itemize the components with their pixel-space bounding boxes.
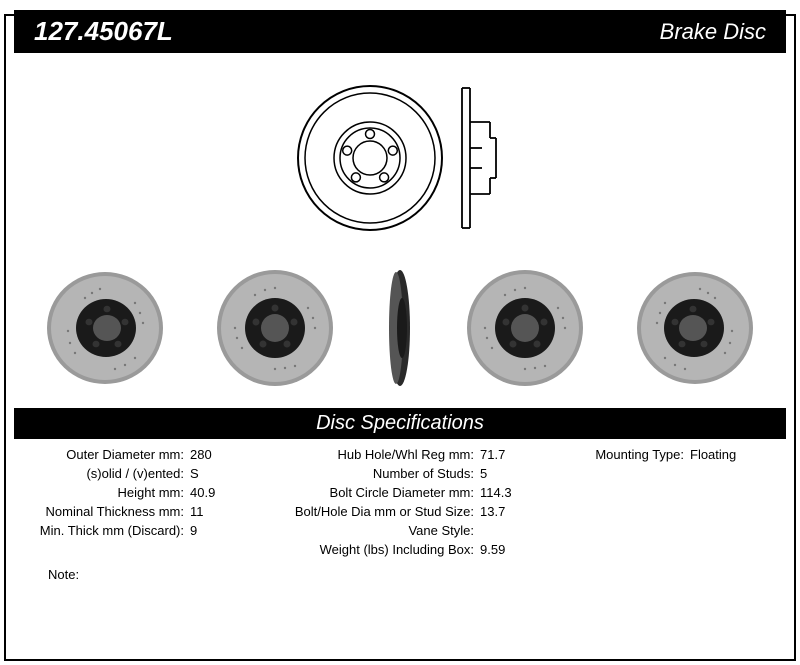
- spec-value: 9: [190, 523, 197, 538]
- spec-label: Min. Thick mm (Discard):: [20, 523, 190, 538]
- note-label: Note:: [48, 567, 79, 582]
- spec-row: Weight (lbs) Including Box:9.59: [290, 542, 580, 557]
- spec-label: Vane Style:: [290, 523, 480, 538]
- spec-value: 280: [190, 447, 212, 462]
- spec-value: 9.59: [480, 542, 505, 557]
- spec-label: Bolt/Hole Dia mm or Stud Size:: [290, 504, 480, 519]
- spec-row: Vane Style:: [290, 523, 580, 538]
- product-photo-row: [0, 253, 800, 408]
- spec-label: Weight (lbs) Including Box:: [290, 542, 480, 557]
- rotor-photo-edge-icon: [380, 263, 420, 393]
- rotor-photo-front2-icon: [460, 263, 590, 393]
- note-row: Note:: [0, 561, 800, 582]
- spec-row: Min. Thick mm (Discard):9: [20, 523, 290, 538]
- spec-section-title: Disc Specifications: [14, 408, 786, 439]
- header-bar: 127.45067L Brake Disc: [14, 10, 786, 53]
- spec-row: Height mm:40.9: [20, 485, 290, 500]
- rotor-photo-angle-left-icon: [40, 263, 170, 393]
- spec-label: Nominal Thickness mm:: [20, 504, 190, 519]
- spec-label: Hub Hole/Whl Reg mm:: [290, 447, 480, 462]
- spec-table: Outer Diameter mm:280(s)olid / (v)ented:…: [0, 439, 800, 561]
- spec-value: 71.7: [480, 447, 505, 462]
- spec-label: Outer Diameter mm:: [20, 447, 190, 462]
- spec-value: 11: [190, 504, 204, 519]
- spec-row: Nominal Thickness mm:11: [20, 504, 290, 519]
- spec-row: Hub Hole/Whl Reg mm:71.7: [290, 447, 580, 462]
- spec-row: Mounting Type:Floating: [580, 447, 780, 462]
- spec-row: (s)olid / (v)ented:S: [20, 466, 290, 481]
- technical-drawing: [0, 53, 800, 253]
- spec-value: Floating: [690, 447, 736, 462]
- rotor-front-diagram-icon: [290, 78, 450, 238]
- spec-label: Number of Studs:: [290, 466, 480, 481]
- spec-label: (s)olid / (v)ented:: [20, 466, 190, 481]
- spec-label: Height mm:: [20, 485, 190, 500]
- product-type: Brake Disc: [660, 19, 766, 45]
- part-number: 127.45067L: [34, 16, 173, 47]
- rotor-photo-front-icon: [210, 263, 340, 393]
- spec-value: 13.7: [480, 504, 505, 519]
- spec-value: 40.9: [190, 485, 215, 500]
- spec-value: S: [190, 466, 199, 481]
- spec-value: 5: [480, 466, 487, 481]
- spec-column-2: Hub Hole/Whl Reg mm:71.7Number of Studs:…: [290, 447, 580, 561]
- spec-value: 114.3: [480, 485, 512, 500]
- rotor-side-diagram-icon: [450, 78, 510, 238]
- spec-row: Outer Diameter mm:280: [20, 447, 290, 462]
- spec-row: Bolt/Hole Dia mm or Stud Size:13.7: [290, 504, 580, 519]
- rotor-photo-angle-right-icon: [630, 263, 760, 393]
- spec-row: Bolt Circle Diameter mm:114.3: [290, 485, 580, 500]
- spec-label: Mounting Type:: [580, 447, 690, 462]
- spec-row: Number of Studs:5: [290, 466, 580, 481]
- spec-column-1: Outer Diameter mm:280(s)olid / (v)ented:…: [20, 447, 290, 561]
- spec-label: Bolt Circle Diameter mm:: [290, 485, 480, 500]
- spec-column-3: Mounting Type:Floating: [580, 447, 780, 561]
